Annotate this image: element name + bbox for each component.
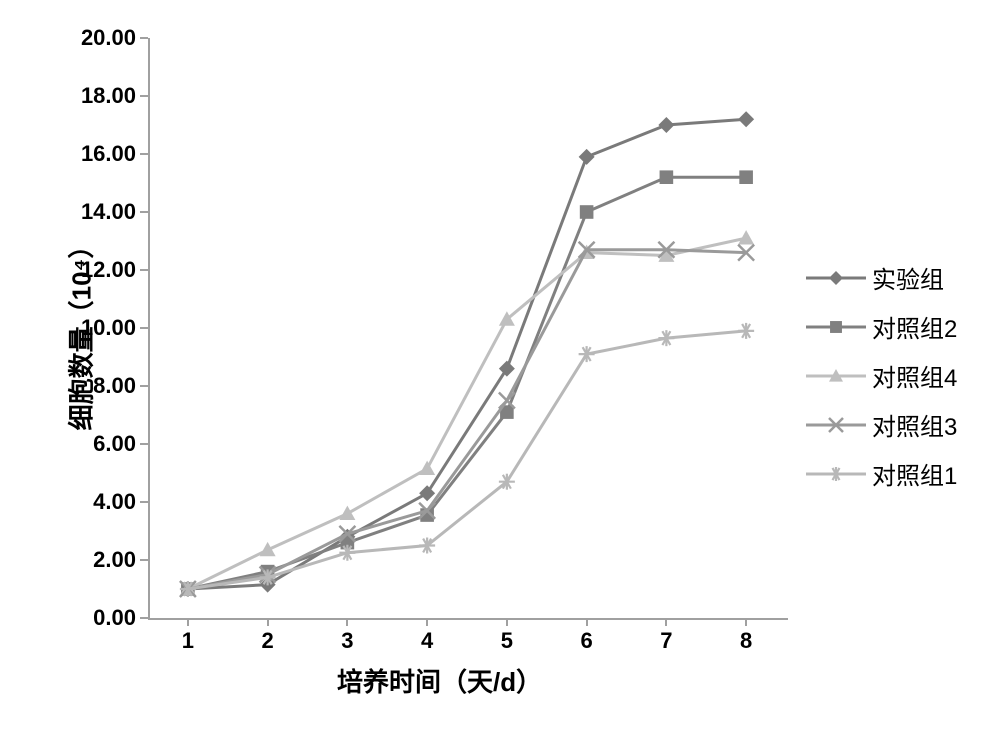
x-tick-label: 2: [248, 628, 288, 654]
legend-label: 对照组2: [872, 309, 957, 344]
series-marker: [580, 205, 594, 219]
series-line: [188, 177, 746, 589]
legend: 实验组对照组2 对照组4 对照组3 对照组1: [806, 260, 957, 505]
legend-marker: [806, 366, 866, 386]
series-marker: [738, 230, 754, 244]
series-marker: [738, 323, 754, 339]
y-tick-mark: [140, 617, 148, 619]
series-marker: [658, 330, 674, 346]
x-tick-label: 8: [726, 628, 766, 654]
legend-label: 对照组1: [872, 456, 957, 491]
x-tick-label: 7: [646, 628, 686, 654]
series-marker: [419, 485, 435, 501]
series-marker: [579, 149, 595, 165]
x-tick-label: 3: [327, 628, 367, 654]
x-axis-label: 培养时间（天/d）: [337, 662, 542, 699]
legend-label: 对照组4: [872, 358, 957, 393]
series-marker: [579, 346, 595, 362]
x-tick-mark: [745, 618, 747, 626]
y-tick-label: 0.00: [93, 605, 136, 631]
legend-item: 对照组3: [806, 407, 957, 442]
y-tick-label: 8.00: [93, 373, 136, 399]
y-tick-label: 2.00: [93, 547, 136, 573]
y-tick-label: 6.00: [93, 431, 136, 457]
x-tick-mark: [426, 618, 428, 626]
legend-marker: [806, 317, 866, 337]
y-tick-mark: [140, 501, 148, 503]
series-marker: [499, 361, 515, 377]
x-tick-mark: [665, 618, 667, 626]
legend-item: 实验组: [806, 260, 957, 295]
y-tick-mark: [140, 269, 148, 271]
y-tick-mark: [140, 559, 148, 561]
y-tick-mark: [140, 385, 148, 387]
x-tick-mark: [586, 618, 588, 626]
y-tick-mark: [140, 443, 148, 445]
x-tick-label: 5: [487, 628, 527, 654]
legend-marker: [806, 268, 866, 288]
series-line: [188, 250, 746, 589]
legend-item: 对照组4: [806, 358, 957, 393]
legend-marker: [806, 464, 866, 484]
series-marker: [739, 170, 753, 184]
legend-item: 对照组1: [806, 456, 957, 491]
x-tick-mark: [506, 618, 508, 626]
y-tick-label: 12.00: [81, 257, 136, 283]
y-tick-label: 18.00: [81, 83, 136, 109]
y-tick-mark: [140, 211, 148, 213]
y-tick-label: 16.00: [81, 141, 136, 167]
x-tick-label: 6: [567, 628, 607, 654]
y-tick-mark: [140, 327, 148, 329]
y-tick-label: 4.00: [93, 489, 136, 515]
legend-item: 对照组2: [806, 309, 957, 344]
legend-label: 实验组: [872, 260, 944, 295]
legend-label: 对照组3: [872, 407, 957, 442]
y-tick-mark: [140, 37, 148, 39]
y-tick-label: 20.00: [81, 25, 136, 51]
series-line: [188, 119, 746, 589]
y-tick-mark: [140, 153, 148, 155]
x-tick-mark: [346, 618, 348, 626]
series-line: [188, 238, 746, 589]
series-marker: [658, 117, 674, 133]
y-tick-label: 14.00: [81, 199, 136, 225]
x-tick-mark: [267, 618, 269, 626]
series-marker: [738, 111, 754, 127]
y-tick-mark: [140, 95, 148, 97]
x-tick-label: 4: [407, 628, 447, 654]
y-tick-label: 10.00: [81, 315, 136, 341]
x-tick-label: 1: [168, 628, 208, 654]
series-marker: [660, 170, 674, 184]
legend-marker: [806, 415, 866, 435]
series-marker: [339, 506, 355, 520]
series-marker: [419, 461, 435, 475]
series-marker: [260, 542, 276, 556]
x-tick-mark: [187, 618, 189, 626]
chart-container: 细胞数量（10⁴） 培养时间（天/d） 实验组对照组2对照组4对照组3对照组1 …: [20, 20, 1000, 712]
